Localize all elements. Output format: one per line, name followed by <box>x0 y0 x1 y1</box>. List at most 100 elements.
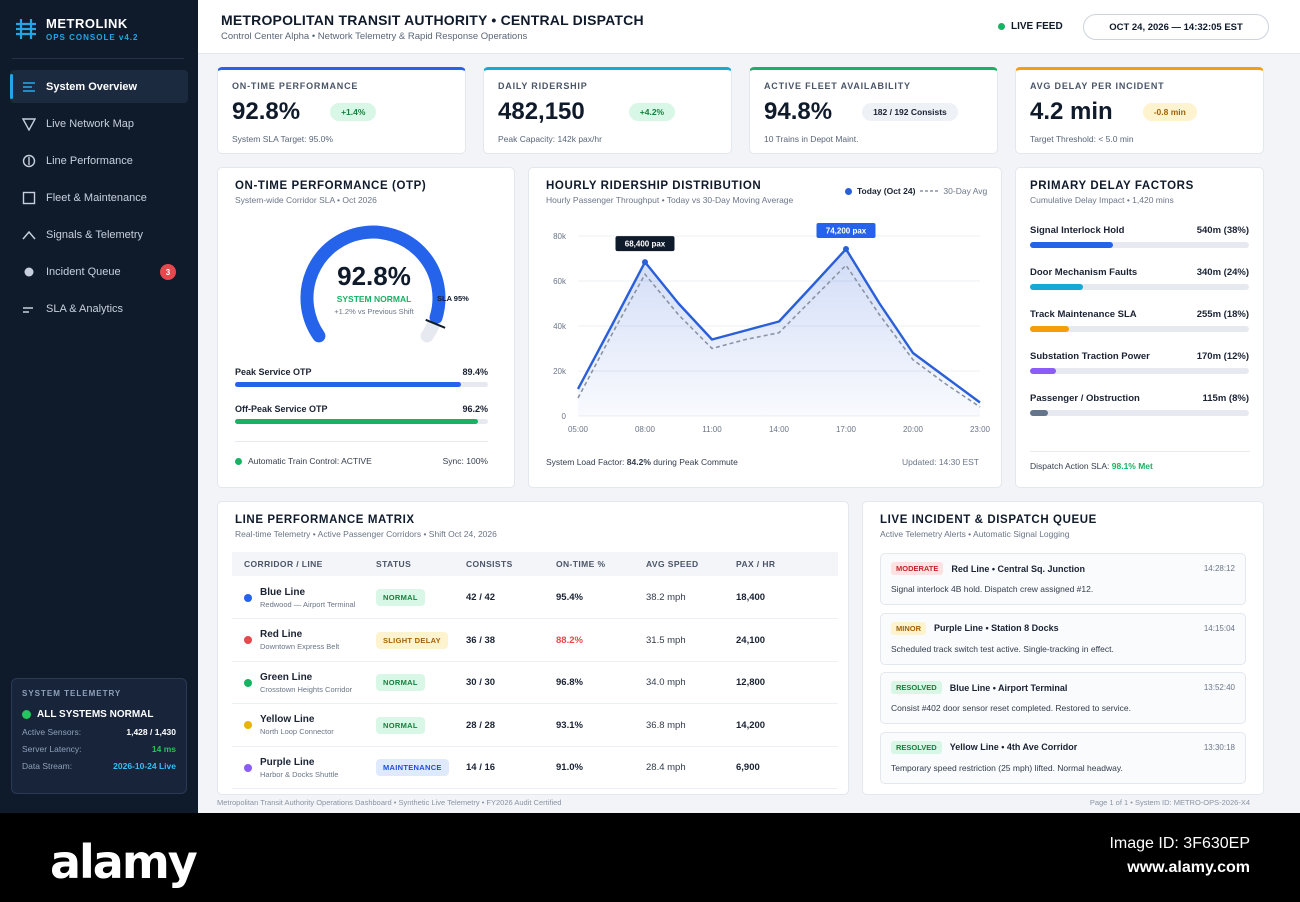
kpi-note: Target Threshold: < 5.0 min <box>1030 134 1134 144</box>
sidebar-item-live-network-map[interactable]: Live Network Map <box>10 107 188 140</box>
severity-badge: MODERATE <box>891 562 944 575</box>
column-header[interactable]: PAX / HR <box>736 559 776 569</box>
delay-factor-item[interactable]: Door Mechanism Faults 340m (24%) <box>1030 267 1249 290</box>
otp-bars: Peak Service OTP 89.4% Off-Peak Service O… <box>235 367 488 466</box>
status-badge: NORMAL <box>376 716 425 734</box>
legend-avg-label[interactable]: 30-Day Avg <box>943 186 988 196</box>
sync-status: Sync: 100% <box>442 456 488 466</box>
top-header: METROPOLITAN TRANSIT AUTHORITY • CENTRAL… <box>198 0 1300 54</box>
line-name: Red Line <box>260 629 303 640</box>
table-row[interactable]: Green Line Crosstown Heights Corridor NORM… <box>232 662 838 704</box>
delay-factor-list: Signal Interlock Hold 540m (38%) Door Mech… <box>1030 225 1249 416</box>
kpi-value: 92.8% <box>232 98 301 125</box>
table-row[interactable]: Yellow Line North Loop Connector NORMAL 28 … <box>232 705 838 747</box>
x-tick-label: 14:00 <box>769 425 790 434</box>
incident-card[interactable]: RESOLVED Blue Line • Airport Terminal 13:5… <box>880 672 1246 724</box>
table-row[interactable]: Red Line Downtown Express Belt SLIGHT DELA… <box>232 620 838 662</box>
incident-card[interactable]: MODERATE Red Line • Central Sq. Junction 1… <box>880 553 1246 605</box>
brand-title: METROLINK <box>46 16 128 31</box>
line-route: Crosstown Heights Corridor <box>260 684 353 694</box>
ontime-cell: 91.0% <box>556 762 583 773</box>
column-header[interactable]: ON-TIME % <box>556 559 606 569</box>
kpi-card-delay[interactable]: AVG DELAY PER INCIDENT 4.2 min -0.8 min T… <box>1015 67 1264 154</box>
status-dot-icon <box>22 710 31 719</box>
stock-url: www.alamy.com <box>1127 859 1250 876</box>
peak-callout-box <box>615 236 675 252</box>
incident-card[interactable]: MINOR Purple Line • Station 8 Docks 14:15:… <box>880 612 1246 665</box>
incident-card[interactable]: RESOLVED Yellow Line • 4th Ave Corridor 13… <box>880 731 1246 784</box>
delay-factor-value: 340m (24%) <box>1196 267 1249 278</box>
kpi-card-otp[interactable]: ON-TIME PERFORMANCE 92.8% +1.4% System SL… <box>217 67 466 154</box>
atc-status: Automatic Train Control: ACTIVE <box>248 456 372 466</box>
otp-bar-value: 89.4% <box>462 367 488 377</box>
x-tick-label: 05:00 <box>568 425 589 434</box>
incident-message: Signal interlock 4B hold. Dispatch crew … <box>891 584 1094 594</box>
column-header[interactable]: CORRIDOR / LINE <box>244 559 323 569</box>
incident-location: Purple Line • Station 8 Docks <box>934 623 1059 633</box>
x-tick-label: 08:00 <box>635 425 656 434</box>
sidebar-item-line-performance[interactable]: Line Performance <box>10 144 188 177</box>
datetime-pill[interactable]: OCT 24, 2026 — 14:32:05 EST <box>1083 14 1269 40</box>
live-feed-indicator[interactable]: LIVE FEED <box>998 21 1063 32</box>
delay-factor-item[interactable]: Track Maintenance SLA 255m (18%) <box>1030 309 1249 332</box>
load-factor-prefix: System Load Factor: <box>546 457 627 467</box>
stock-logo: alamy <box>50 835 198 889</box>
delay-factor-label: Door Mechanism Faults <box>1030 267 1138 278</box>
column-header[interactable]: CONSISTS <box>466 559 513 569</box>
telemetry-row: Active Sensors: 1,428 / 1,430 <box>22 727 176 737</box>
sidebar-nav: System Overview Live Network Map Line Pe… <box>10 70 188 329</box>
corridor-cell: Red Line Downtown Express Belt <box>232 629 376 651</box>
kpi-note: 10 Trains in Depot Maint. <box>764 134 859 144</box>
table-row[interactable]: Purple Line Harbor & Docks Shuttle MAINTEN… <box>232 747 838 789</box>
otp-bar-fill <box>235 419 479 424</box>
status-badge: NORMAL <box>376 674 425 691</box>
gauge-center: 92.8% SYSTEM NORMAL +1.2% vs Previous Sh… <box>318 261 430 316</box>
otp-bar-track <box>235 382 488 387</box>
brand-subtitle: OPS CONSOLE v4.2 <box>46 33 139 42</box>
otp-panel: ON-TIME PERFORMANCE (OTP) System-wide Co… <box>217 167 515 488</box>
column-header[interactable]: STATUS <box>376 559 412 569</box>
divider <box>12 58 184 59</box>
kpi-card-ridership[interactable]: DAILY RIDERSHIP 482,150 +4.2% Peak Capaci… <box>483 67 732 154</box>
incident-location: Red Line • Central Sq. Junction <box>951 563 1086 574</box>
pax-cell: 6,900 <box>736 762 760 773</box>
telemetry-row-value: 2026-10-24 Live <box>113 761 176 771</box>
sidebar-item-incident-queue[interactable]: Incident Queue 3 <box>10 255 188 288</box>
sidebar-item-signals-telemetry[interactable]: Signals & Telemetry <box>10 218 188 251</box>
incident-message: Temporary speed restriction (25 mph) lif… <box>891 762 1123 773</box>
sidebar-item-label: SLA & Analytics <box>46 302 124 315</box>
atc-status-row: Automatic Train Control: ACTIVE Sync: 10… <box>235 456 488 466</box>
sidebar-item-sla-analytics[interactable]: SLA & Analytics <box>10 292 188 325</box>
telemetry-row: Data Stream: 2026-10-24 Live <box>22 761 176 771</box>
brand[interactable]: METROLINK OPS CONSOLE v4.2 <box>14 16 138 42</box>
system-telemetry-card: SYSTEM TELEMETRY ALL SYSTEMS NORMAL Acti… <box>11 678 187 794</box>
consists-cell: 30 / 30 <box>466 677 496 688</box>
kpi-card-fleet[interactable]: ACTIVE FLEET AVAILABILITY 94.8% 182 / 192… <box>749 67 998 154</box>
gauge-delta: +1.2% vs Previous Shift <box>334 307 414 316</box>
table-row[interactable]: Blue Line Redwood — Airport Terminal NORMA… <box>232 577 838 619</box>
peak-callout-box <box>816 223 876 239</box>
gauge-sla-marker <box>425 318 446 329</box>
list-icon <box>22 80 36 94</box>
delay-factor-item[interactable]: Signal Interlock Hold 540m (38%) <box>1030 225 1249 248</box>
telemetry-row-label: Server Latency: <box>22 744 82 754</box>
sidebar-item-fleet-maintenance[interactable]: Fleet & Maintenance <box>10 181 188 214</box>
status-cell: NORMAL <box>376 674 466 691</box>
column-header[interactable]: AVG SPEED <box>646 559 699 569</box>
sidebar-item-label: Incident Queue <box>46 265 121 278</box>
avg-series-line <box>577 263 981 408</box>
delay-factor-value: 540m (38%) <box>1196 225 1249 236</box>
delay-factor-item[interactable]: Passenger / Obstruction 115m (8%) <box>1030 393 1249 416</box>
legend-today-label[interactable]: Today (Oct 24) <box>857 186 916 196</box>
gauge-fill <box>300 225 446 343</box>
otp-bar-fill <box>235 382 462 387</box>
delay-factor-item[interactable]: Substation Traction Power 170m (12%) <box>1030 351 1249 374</box>
kpi-note: Peak Capacity: 142k pax/hr <box>498 134 602 144</box>
kpi-value: 94.8% <box>764 98 833 125</box>
line-color-dot <box>244 763 252 772</box>
panel-subtitle: Active Telemetry Alerts • Automatic Sign… <box>880 529 1070 539</box>
delay-factor-fill <box>1030 326 1070 332</box>
gauge-status: SYSTEM NORMAL <box>336 294 412 304</box>
sidebar-item-system-overview[interactable]: System Overview <box>10 70 188 103</box>
line-color-dot <box>244 636 252 644</box>
